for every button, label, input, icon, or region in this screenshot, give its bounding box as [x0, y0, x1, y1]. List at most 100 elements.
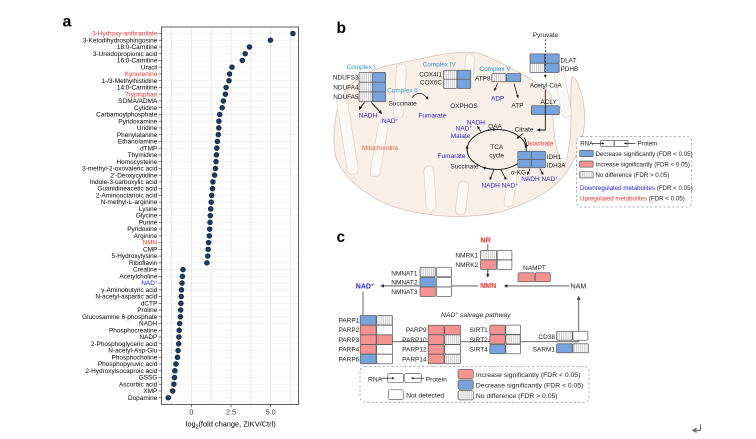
- svg-text:RNA: RNA: [580, 141, 594, 148]
- svg-text:2-Hydroxyisocaproic acid: 2-Hydroxyisocaproic acid: [85, 368, 157, 375]
- svg-text:c: c: [337, 229, 346, 246]
- svg-text:Phosphocreatine: Phosphocreatine: [109, 327, 158, 334]
- svg-text:NADH: NADH: [139, 321, 158, 328]
- svg-text:NMNAT3: NMNAT3: [391, 289, 418, 296]
- svg-text:Complex V: Complex V: [479, 66, 511, 73]
- svg-text:2-Phosphoglyceric acid: 2-Phosphoglyceric acid: [91, 341, 158, 348]
- svg-text:Decrease significantly (FDR <: Decrease significantly (FDR < 0.05): [476, 382, 583, 389]
- svg-text:ATP8: ATP8: [475, 75, 491, 82]
- svg-text:5-Hydroxylysine: 5-Hydroxylysine: [112, 253, 158, 260]
- svg-text:PARP14: PARP14: [402, 356, 427, 363]
- svg-text:No difference (FDR > 0.05): No difference (FDR > 0.05): [596, 172, 670, 179]
- svg-text:NMN: NMN: [143, 240, 158, 247]
- svg-text:PDHB: PDHB: [561, 66, 579, 73]
- svg-text:Protein: Protein: [638, 141, 658, 148]
- svg-text:IDH3A: IDH3A: [547, 162, 567, 169]
- svg-text:NAD+ salvage pathway: NAD+ salvage pathway: [441, 311, 511, 319]
- svg-text:NMRK2: NMRK2: [455, 262, 478, 269]
- svg-text:Succinate: Succinate: [450, 164, 479, 171]
- svg-text:3-methyl-2-oxovaleric acid: 3-methyl-2-oxovaleric acid: [82, 166, 158, 173]
- svg-text:NAD+: NAD+: [382, 117, 399, 125]
- svg-text:Complex II: Complex II: [387, 87, 418, 94]
- svg-text:Ethanolamine: Ethanolamine: [118, 139, 158, 146]
- svg-text:Cytidine: Cytidine: [134, 105, 158, 112]
- svg-text:DLAT: DLAT: [561, 57, 577, 64]
- svg-text:PARP2: PARP2: [338, 327, 359, 334]
- svg-text:16:0-Carnitine: 16:0-Carnitine: [117, 58, 158, 65]
- svg-text:Uridine: Uridine: [137, 125, 158, 132]
- svg-text:NMN: NMN: [480, 283, 496, 290]
- svg-text:PARP1: PARP1: [338, 318, 359, 325]
- svg-text:IDH1: IDH1: [547, 154, 562, 161]
- svg-text:NAD+: NAD+: [356, 284, 374, 291]
- svg-text:2.5: 2.5: [226, 408, 236, 417]
- svg-text:SIRT2: SIRT2: [469, 337, 488, 344]
- svg-text:CD38: CD38: [538, 334, 555, 341]
- svg-text:SIRT4: SIRT4: [469, 347, 488, 354]
- svg-text:GSSG: GSSG: [139, 375, 158, 382]
- svg-text:NAMPT: NAMPT: [523, 265, 546, 272]
- svg-text:SIRT1: SIRT1: [469, 327, 488, 334]
- svg-text:PARP12: PARP12: [402, 347, 427, 354]
- svg-text:1-/3-Methylhistidine: 1-/3-Methylhistidine: [101, 78, 157, 85]
- svg-text:Tryptophan: Tryptophan: [125, 91, 158, 98]
- svg-text:COX6C: COX6C: [420, 80, 442, 87]
- svg-text:Acetylcholine: Acetylcholine: [119, 273, 157, 280]
- svg-text:NR: NR: [480, 236, 491, 245]
- svg-text:Phenylalanine: Phenylalanine: [117, 132, 158, 139]
- svg-text:γ-Aminobutyric acid: γ-Aminobutyric acid: [101, 287, 158, 294]
- svg-text:PARP9: PARP9: [406, 327, 427, 334]
- svg-text:Proline: Proline: [137, 307, 157, 314]
- svg-text:Uracil: Uracil: [141, 64, 157, 71]
- svg-text:Protein: Protein: [426, 376, 447, 383]
- svg-text:CMP: CMP: [143, 246, 157, 253]
- svg-text:RNA: RNA: [368, 376, 383, 383]
- svg-text:NADP: NADP: [139, 334, 157, 341]
- svg-text:NDUFA5: NDUFA5: [333, 94, 359, 101]
- svg-text:Acetyl-CoA: Acetyl-CoA: [530, 83, 563, 90]
- svg-text:ATP: ATP: [512, 103, 524, 110]
- svg-text:α-KG: α-KG: [511, 170, 526, 177]
- svg-text:TCA: TCA: [490, 144, 504, 151]
- svg-text:PARP3: PARP3: [338, 337, 359, 344]
- svg-text:OAA: OAA: [488, 123, 502, 130]
- svg-text:Increase significantly (FDR <: Increase significantly (FDR < 0.05): [476, 372, 580, 379]
- svg-text:Guanidineacetic acid: Guanidineacetic acid: [98, 186, 158, 193]
- svg-text:Purine: Purine: [139, 219, 158, 226]
- svg-text:XMP: XMP: [143, 388, 157, 395]
- svg-text:a: a: [63, 14, 72, 31]
- svg-text:2-Aminooctanoic acid: 2-Aminooctanoic acid: [96, 192, 158, 199]
- svg-text:Pyridoxine: Pyridoxine: [127, 226, 157, 233]
- svg-text:PARP6: PARP6: [338, 356, 359, 363]
- svg-text:COX4I1: COX4I1: [419, 71, 442, 78]
- svg-text:Phosphopyruvic acid: Phosphopyruvic acid: [98, 361, 158, 368]
- svg-text:NMNAT1: NMNAT1: [391, 270, 418, 277]
- svg-text:Upregulated metabolites (FDR <: Upregulated metabolites (FDR < 0.05): [580, 196, 685, 203]
- svg-text:NAD+: NAD+: [141, 280, 158, 288]
- svg-text:dTMP: dTMP: [140, 145, 157, 152]
- svg-text:ADP: ADP: [491, 95, 504, 102]
- svg-text:NMNAT2: NMNAT2: [391, 280, 418, 287]
- svg-text:NADH NAD+: NADH NAD+: [521, 176, 558, 184]
- svg-text:Kynurenine: Kynurenine: [125, 71, 158, 78]
- svg-text:Phosphocholine: Phosphocholine: [111, 354, 157, 361]
- svg-text:Citrate: Citrate: [515, 127, 534, 134]
- svg-text:Glycine: Glycine: [136, 213, 158, 220]
- svg-text:Indole-3-carboxylic acid: Indole-3-carboxylic acid: [90, 179, 158, 186]
- svg-text:NADH: NADH: [359, 113, 378, 120]
- svg-text:NADH: NADH: [467, 119, 486, 126]
- svg-text:Glucosamine 6-phosphate: Glucosamine 6-phosphate: [82, 314, 158, 321]
- svg-text:3-Ketodihydrosphingosine: 3-Ketodihydrosphingosine: [83, 37, 158, 44]
- svg-text:Not detected: Not detected: [406, 392, 444, 399]
- svg-text:NDUFS3: NDUFS3: [333, 75, 359, 82]
- svg-text:Isocitrate: Isocitrate: [528, 140, 554, 147]
- svg-text:Dopamine: Dopamine: [128, 395, 158, 402]
- svg-text:5.0: 5.0: [266, 408, 276, 417]
- svg-text:NDUFA4: NDUFA4: [333, 84, 359, 91]
- svg-text:OXPHOS: OXPHOS: [450, 103, 477, 110]
- svg-text:N-methyl-L-arginine: N-methyl-L-arginine: [101, 199, 158, 206]
- svg-text:Malate: Malate: [451, 133, 471, 140]
- svg-text:Riboflavin: Riboflavin: [129, 260, 158, 267]
- svg-text:Thymidine: Thymidine: [128, 152, 158, 159]
- svg-text:14:0-Carnitine: 14:0-Carnitine: [117, 85, 158, 92]
